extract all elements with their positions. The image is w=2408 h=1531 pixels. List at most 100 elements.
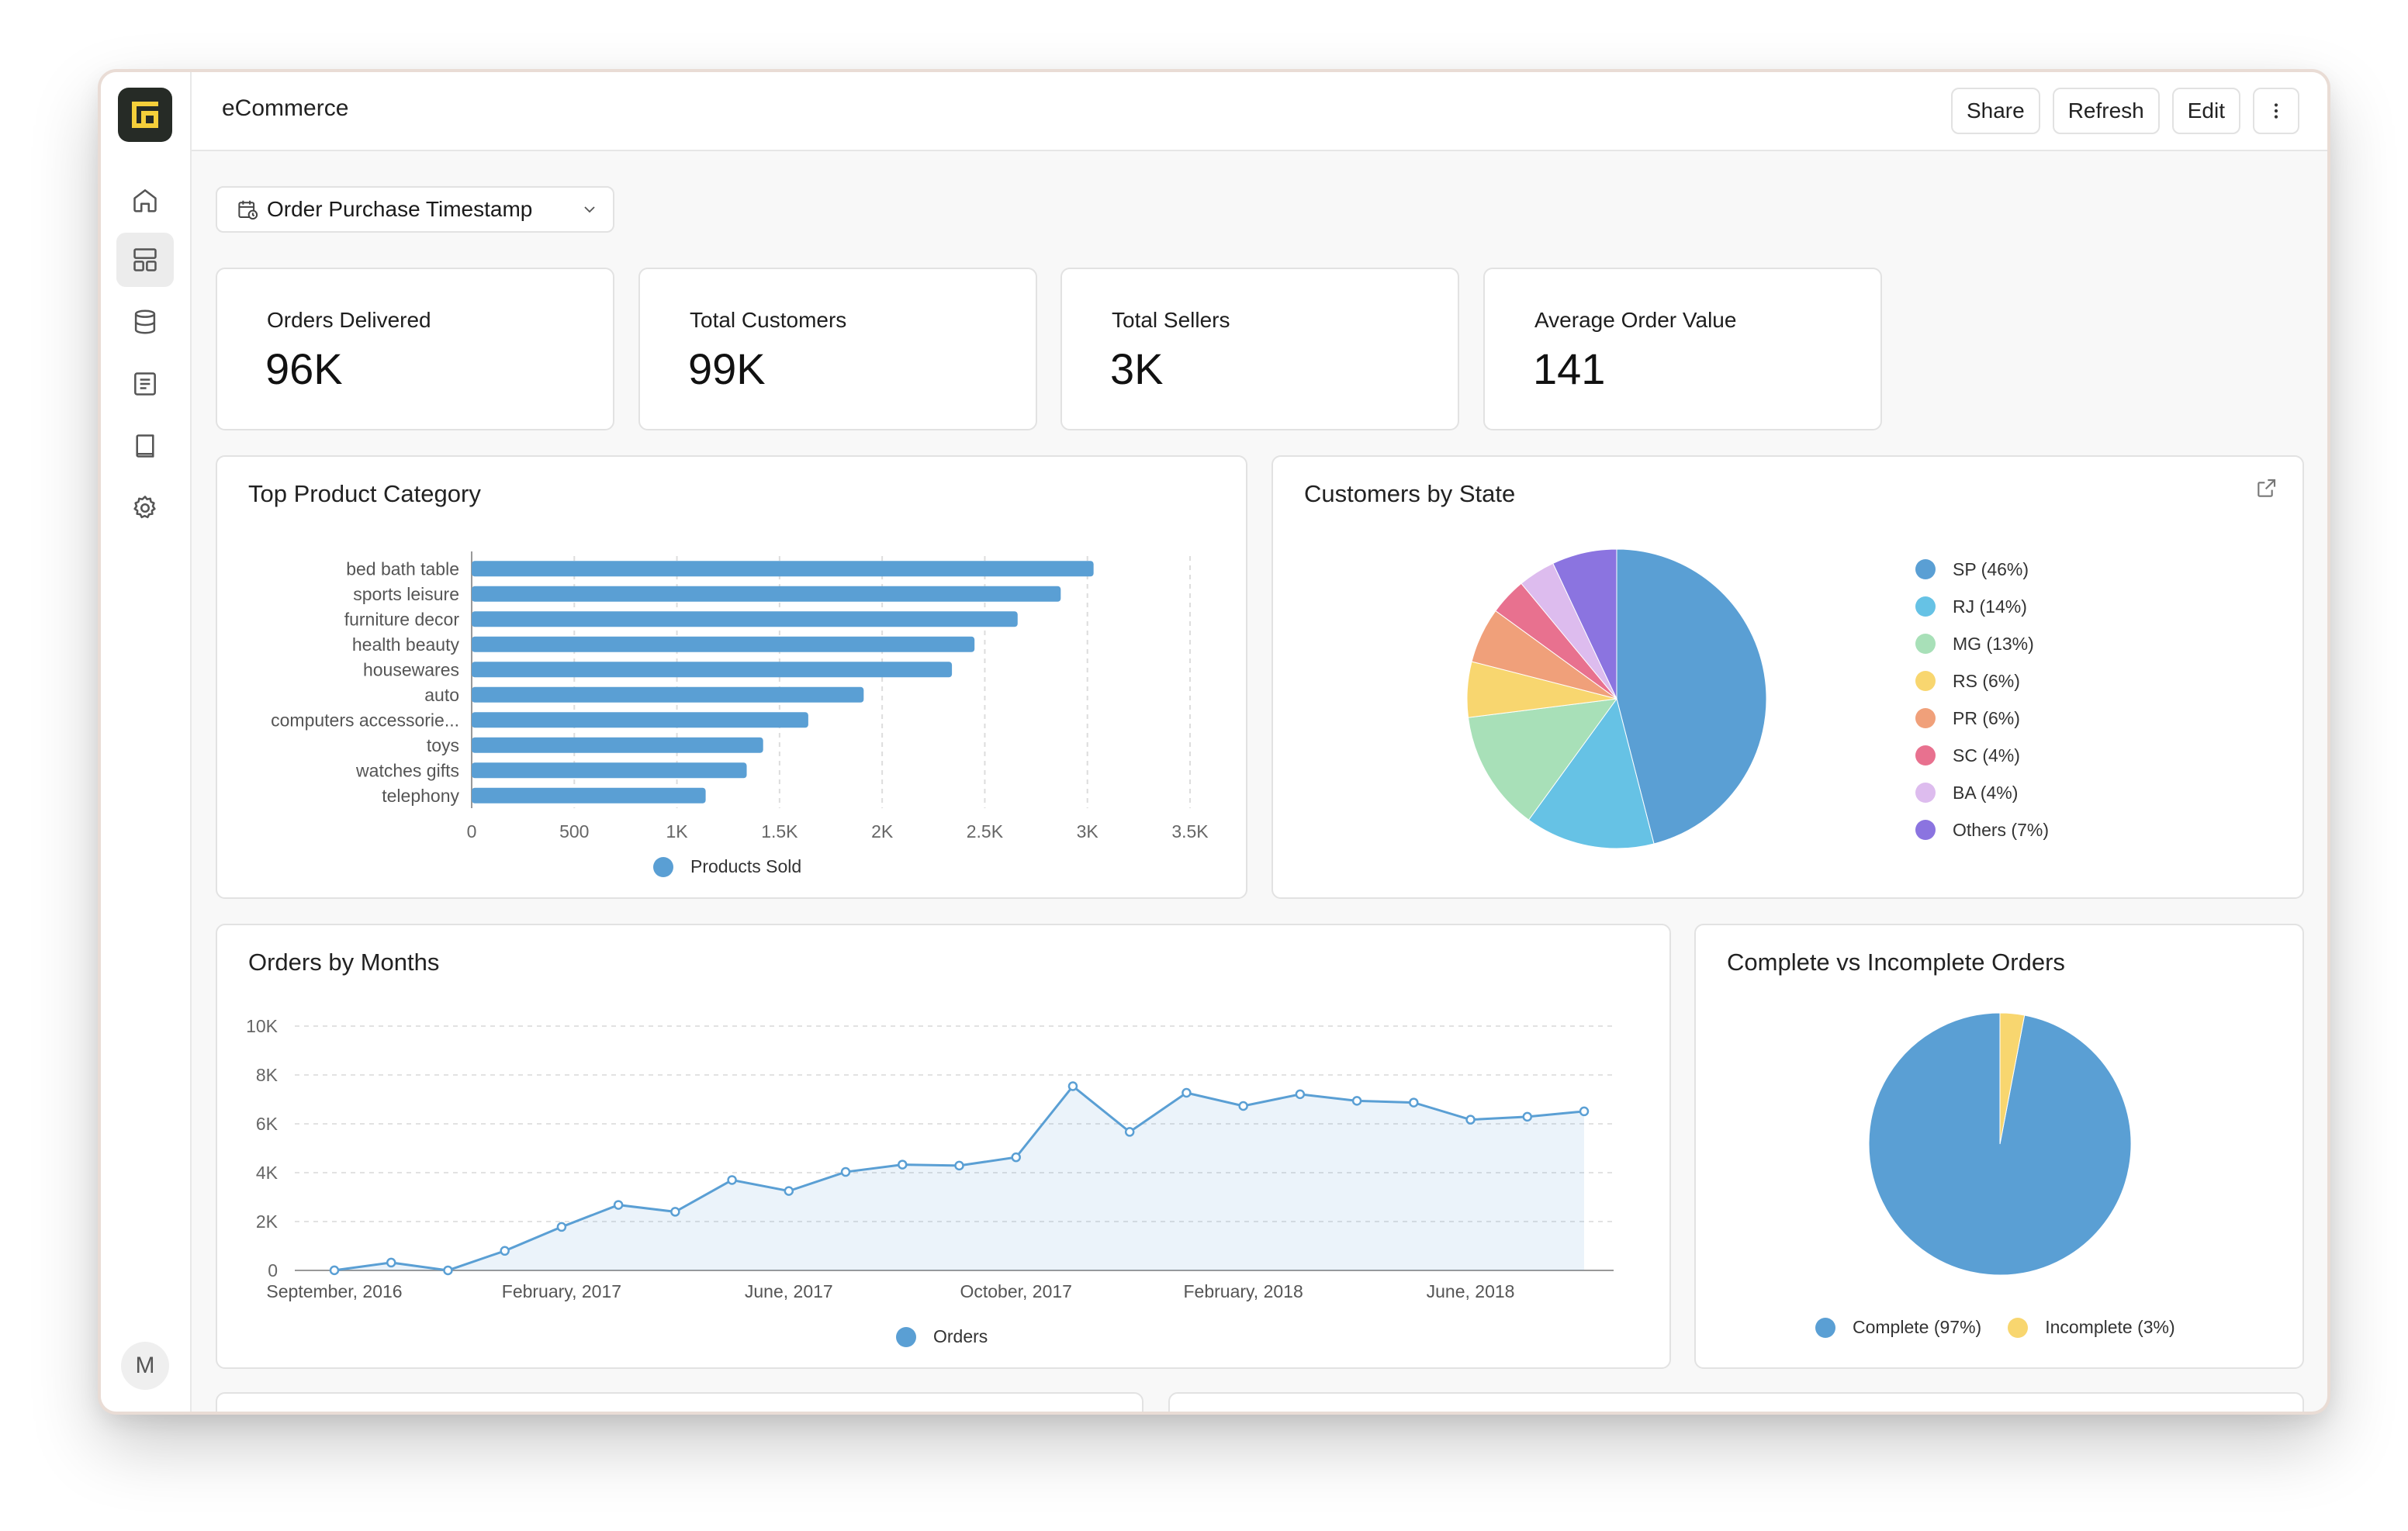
x-tick-label: 500 [559,821,589,842]
user-avatar[interactable]: M [121,1342,169,1390]
data-point[interactable] [670,1207,680,1217]
pie-slice[interactable] [1467,698,1618,821]
data-point[interactable] [1465,1115,1476,1125]
edit-button[interactable]: Edit [2171,88,2240,134]
sidebar-item-docs[interactable] [116,419,174,473]
sidebar-item-notebooks[interactable] [116,357,174,411]
bar[interactable] [472,762,747,779]
more-vertical-icon [2274,103,2278,119]
pie-slice[interactable] [1616,548,1767,845]
pie-chart [1868,1012,2132,1276]
book-icon [136,434,154,458]
bar[interactable] [472,586,1061,602]
chart-title: Complete vs Incomplete Orders [1727,949,2065,976]
y-tick-label: 0 [268,1260,278,1280]
pie-slice[interactable] [1999,1012,2026,1145]
data-point[interactable] [784,1186,794,1196]
data-point[interactable] [727,1175,737,1185]
legend-swatch [1915,820,1936,840]
area-fill [334,1086,1584,1270]
sidebar-item-settings[interactable] [116,481,174,535]
data-point[interactable] [1182,1087,1192,1098]
legend-item[interactable]: PR (6%) [1915,700,2049,737]
legend-item[interactable]: Complete (97%) [1815,1317,1981,1338]
data-point[interactable] [1351,1096,1362,1106]
x-tick-label: June, 2018 [1427,1281,1515,1301]
bar[interactable] [472,712,808,728]
legend-swatch [2008,1317,2029,1338]
data-point[interactable] [840,1166,851,1177]
legend-item[interactable]: SP (46%) [1915,551,2049,588]
bar[interactable] [472,737,763,753]
data-point[interactable] [386,1257,396,1268]
legend-swatch [1915,596,1936,617]
legend-item[interactable]: MG (13%) [1915,625,2049,662]
sidebar-item-data-sources[interactable] [116,295,174,349]
bar[interactable] [472,787,706,804]
chart-title: Top Product Category [248,480,481,507]
kpi-value: 3K [1110,344,1164,393]
bar[interactable] [472,662,953,678]
refresh-button[interactable]: Refresh [2052,88,2160,134]
data-point[interactable] [1522,1111,1533,1122]
data-point[interactable] [1579,1106,1590,1117]
data-point[interactable] [1067,1081,1078,1091]
kpi-label: Orders Delivered [267,308,431,332]
legend-item[interactable]: Incomplete (3%) [2008,1317,2175,1338]
data-point[interactable] [1011,1152,1021,1163]
legend-swatch [1915,559,1936,579]
chart-legend: Complete (97%) Incomplete (3%) [1815,1317,2202,1338]
legend-item[interactable]: RJ (14%) [1915,588,2049,625]
legend-swatch [1915,745,1936,766]
category-label: sports leisure [353,584,459,604]
data-point[interactable] [613,1200,624,1210]
legend-swatch [1915,634,1936,654]
date-filter[interactable]: Order Purchase Timestamp [216,186,614,233]
chart-card-top-product-category: Top Product Category 0 500 1K 1.5K 2K 2.5K 3K 3… [216,455,1247,899]
app-window: M eCommerce Share Refresh Edit Order P [101,72,2327,1412]
kpi-card-total-sellers: Total Sellers 3K [1060,268,1459,430]
more-options-button[interactable] [2253,88,2299,134]
data-point[interactable] [1295,1089,1306,1100]
sidebar-item-home[interactable] [116,173,174,227]
data-point[interactable] [500,1246,510,1256]
logo-icon [132,102,158,128]
bar-chart: 0 500 1K 1.5K 2K 2.5K 3K 3.5K bed bath table spor… [271,551,1209,842]
bar[interactable] [472,686,864,703]
sidebar-item-dashboards[interactable] [116,233,174,287]
legend-item[interactable]: BA (4%) [1915,774,2049,811]
share-button[interactable]: Share [1950,88,2040,134]
pie-slice[interactable] [1552,548,1617,700]
data-point[interactable] [329,1265,340,1276]
legend-swatch [1915,708,1936,728]
bar[interactable] [472,611,1018,627]
legend-label: SP (46%) [1953,558,2029,579]
external-link-icon[interactable] [2254,475,2279,500]
y-tick-label: 10K [246,1016,279,1036]
pie-slice[interactable] [1527,697,1655,849]
legend-item[interactable]: SC (4%) [1915,737,2049,774]
gear-icon [133,496,156,519]
legend-label: SC (4%) [1953,745,2020,766]
kpi-card-total-customers: Total Customers 99K [638,268,1037,430]
data-point[interactable] [1409,1097,1419,1108]
x-tick-label: 3.5K [1171,821,1209,842]
data-point[interactable] [898,1159,908,1170]
app-logo[interactable] [118,88,172,142]
bar[interactable] [472,636,975,652]
kpi-card-orders-delivered: Orders Delivered 96K [216,268,614,430]
legend-item[interactable]: Others (7%) [1915,811,2049,848]
pie-slice[interactable] [1868,1012,2132,1276]
bar[interactable] [472,561,1094,577]
data-point[interactable] [954,1160,964,1171]
x-tick-label: June, 2017 [745,1281,833,1301]
data-point[interactable] [1238,1101,1248,1111]
data-point[interactable] [556,1222,567,1232]
legend-label: RJ (14%) [1953,596,2027,617]
database-icon [134,309,156,334]
legend-label: PR (6%) [1953,707,2020,728]
data-point[interactable] [443,1265,453,1276]
legend-item[interactable]: RS (6%) [1915,662,2049,700]
data-point[interactable] [1124,1127,1135,1137]
user-initial: M [135,1353,155,1378]
